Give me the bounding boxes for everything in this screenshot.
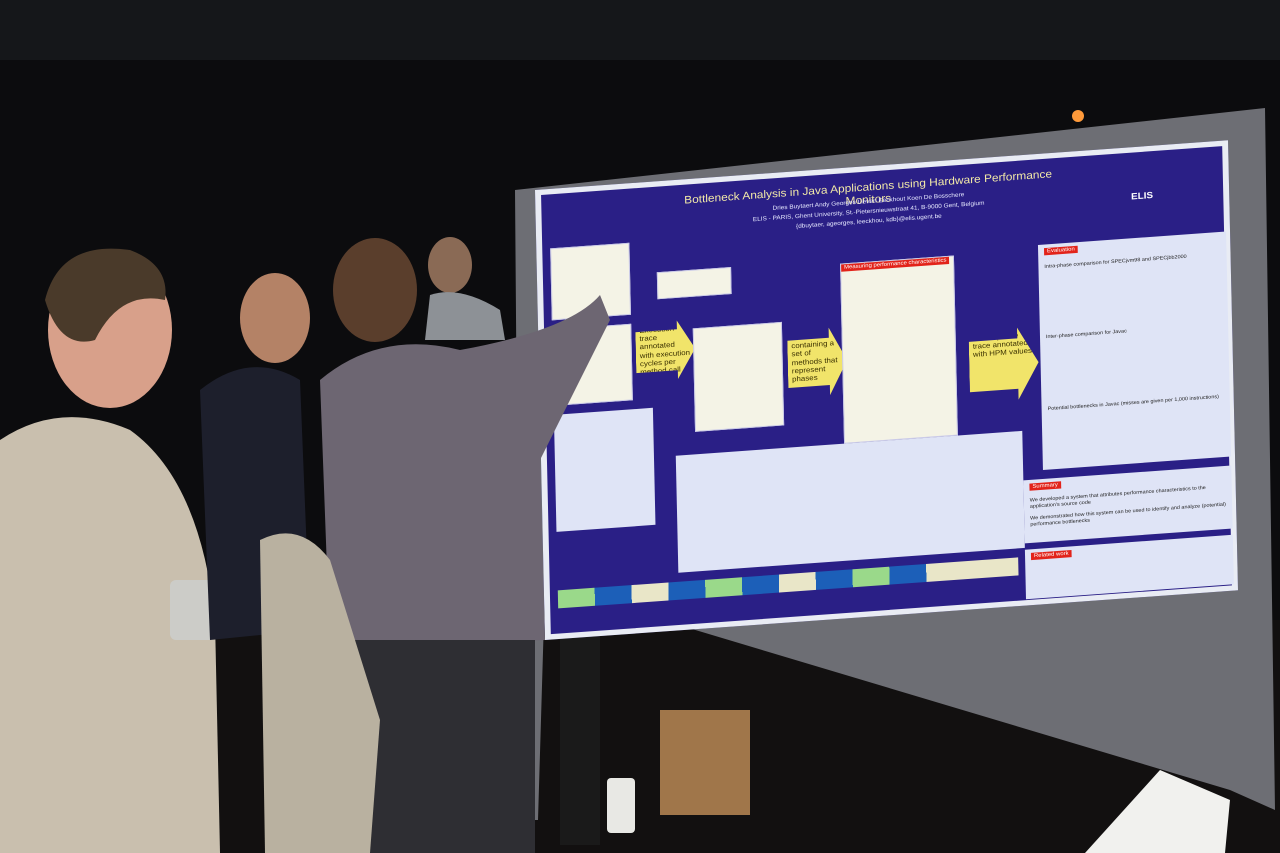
section-heading: Evaluation — [1043, 245, 1078, 256]
caption: Potential bottlenecks in Javac (misses a… — [1047, 394, 1219, 412]
phase-box — [692, 321, 785, 432]
cardboard-box — [660, 710, 750, 815]
logo: ELIS — [1130, 190, 1154, 203]
lamp — [1072, 110, 1084, 122]
trace-box — [551, 323, 633, 406]
summary-panel: Summary We developed a system that attri… — [1023, 465, 1233, 544]
arrow-label: Phase list containing a set of methods t… — [787, 326, 848, 398]
section-heading: Measuring performance characteristics — [841, 256, 950, 272]
question-box — [656, 266, 732, 300]
measuring-box: Measuring performance characteristics — [840, 255, 958, 444]
ceiling — [0, 0, 1280, 60]
tools-panel — [553, 407, 656, 532]
evaluation-panel: Evaluation Intra-phase comparison for SP… — [1037, 231, 1232, 470]
section-heading: Summary — [1029, 481, 1061, 491]
diagram-box — [550, 242, 631, 321]
caption: Intra-phase comparison for SPECjvm98 and… — [1044, 254, 1187, 270]
poster: Bottleneck Analysis in Java Applications… — [535, 140, 1238, 641]
phase-tree-panel — [675, 430, 1025, 573]
arrow-label: Execution trace annotated with execution… — [635, 319, 696, 382]
related-panel: Related work — [1024, 534, 1234, 600]
caption: Inter-phase comparison for Javac — [1045, 328, 1127, 340]
phase-strip — [557, 557, 1019, 609]
cup — [607, 778, 635, 833]
section-heading: Related work — [1030, 549, 1072, 561]
arrow-label: Actual phase trace annotated with HPM va… — [968, 326, 1039, 403]
